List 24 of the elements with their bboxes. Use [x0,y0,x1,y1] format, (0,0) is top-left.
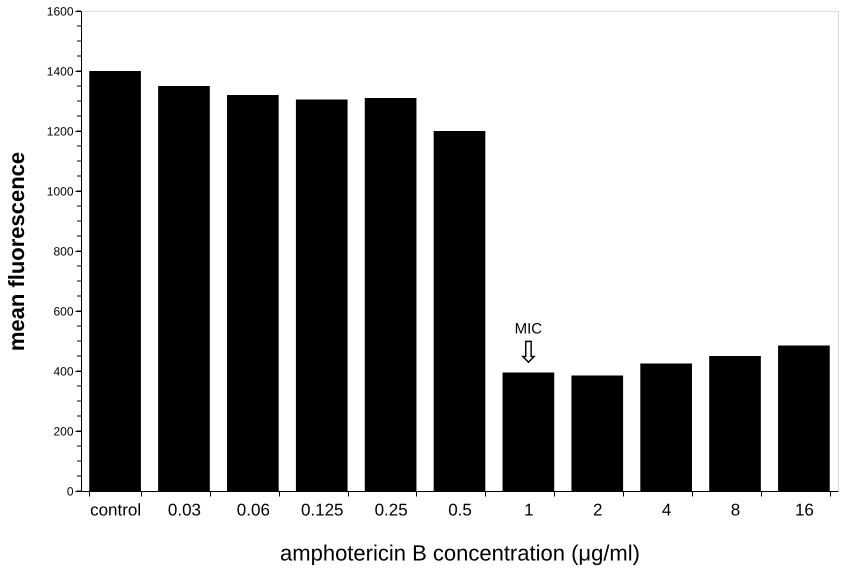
x-tick-label: 0.06 [236,500,270,520]
x-tick-label: 8 [730,500,740,520]
x-tick-label: 2 [593,500,602,520]
y-tick-label: 1000 [46,184,74,198]
x-axis-title: amphotericin B concentration (μg/ml) [280,540,640,566]
x-tick-label: 1 [524,500,534,520]
x-tick-label: 4 [662,500,672,520]
y-tick-label: 400 [53,364,74,378]
y-tick-label: 800 [53,244,74,258]
annotation: ⇩ [516,336,541,370]
annotation: MIC [514,320,542,338]
x-tick-label: 0.5 [448,500,472,520]
y-tick-label: 1400 [46,64,74,78]
y-tick-label: 200 [53,424,74,438]
x-tick-label: 0.25 [374,500,408,520]
x-tick-label: control [90,500,142,520]
y-tick-label: 1600 [46,4,74,18]
x-tick-label: 0.125 [300,500,344,520]
y-tick-label: 600 [53,304,74,318]
x-tick-label: 0.03 [168,500,202,520]
y-axis-title: mean fluorescence [4,152,29,352]
y-tick-label: 0 [66,484,74,498]
y-tick-label: 1200 [46,124,74,138]
x-tick-label: 16 [794,500,814,520]
